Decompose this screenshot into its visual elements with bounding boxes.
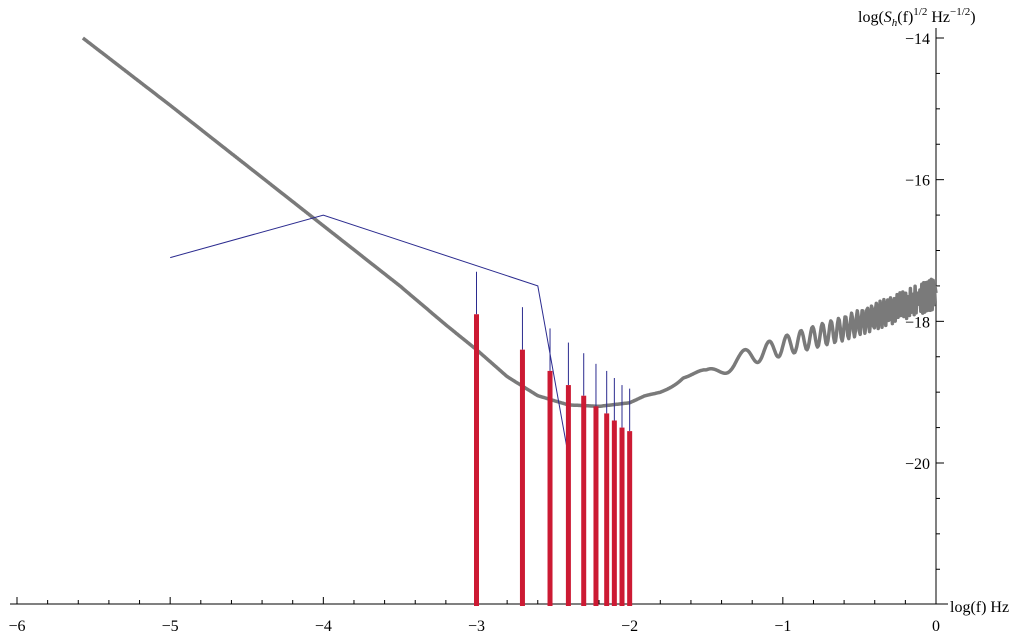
x-tick-label: −4 [315, 618, 332, 635]
harmonic-bar [565, 385, 571, 606]
harmonic-bar [604, 413, 610, 606]
series-group [81, 36, 938, 456]
harmonic-bar [611, 420, 617, 606]
x-tick-label: −2 [621, 618, 638, 635]
y-tick-label: −18 [905, 314, 930, 331]
harmonic-bar [619, 427, 625, 606]
x-tick-label: −6 [8, 618, 25, 635]
x-axis-label: log(f) Hz [950, 599, 1009, 616]
x-tick-label: −1 [774, 618, 791, 635]
y-tick-label: −20 [905, 456, 930, 473]
x-tick-label: −5 [162, 618, 179, 635]
harmonic-bar [627, 431, 633, 606]
y-tick-label: −16 [905, 173, 930, 190]
harmonic-bar [474, 314, 479, 606]
harmonic-bar [519, 349, 525, 606]
labels-group: log(f) Hz log(Sh(f)1/2 Hz−1/2) [858, 6, 1009, 616]
harmonics-group [474, 271, 633, 606]
y-axis-label: log(Sh(f)1/2 Hz−1/2) [858, 6, 976, 29]
x-tick-label: −3 [468, 618, 485, 635]
harmonic-bar [581, 395, 587, 606]
y-tick-label: −14 [905, 31, 930, 48]
noise-curve-line [81, 36, 938, 409]
x-tick-label: 0 [932, 618, 940, 635]
harmonic-bar [547, 370, 553, 606]
harmonic-bar [593, 406, 599, 606]
envelope-line [170, 214, 569, 456]
